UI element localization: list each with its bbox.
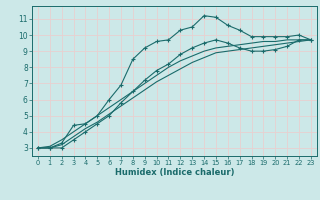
X-axis label: Humidex (Indice chaleur): Humidex (Indice chaleur) xyxy=(115,168,234,177)
